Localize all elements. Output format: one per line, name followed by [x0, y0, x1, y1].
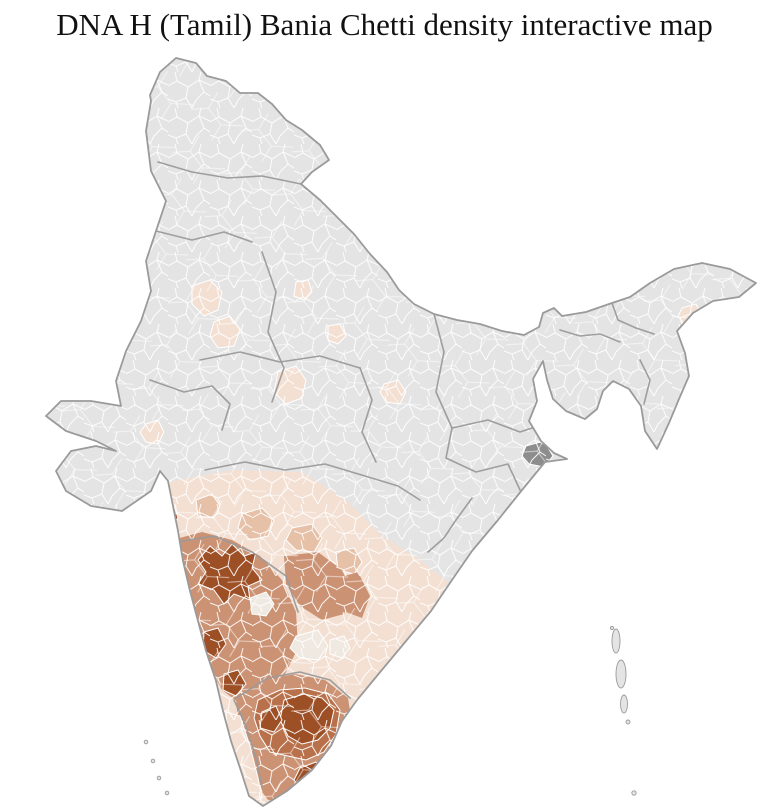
island[interactable] [615, 659, 627, 689]
state-borders [149, 161, 655, 787]
island[interactable] [620, 694, 628, 714]
page-title: DNA H (Tamil) Bania Chetti density inter… [56, 7, 713, 42]
island[interactable] [611, 628, 621, 654]
island[interactable] [150, 758, 156, 764]
district-boundaries [46, 58, 756, 806]
island[interactable] [631, 790, 637, 796]
island-districts[interactable] [143, 625, 637, 796]
island[interactable] [625, 719, 631, 725]
island[interactable] [609, 625, 615, 631]
island[interactable] [156, 775, 162, 781]
island[interactable] [143, 739, 149, 745]
island[interactable] [164, 790, 170, 796]
